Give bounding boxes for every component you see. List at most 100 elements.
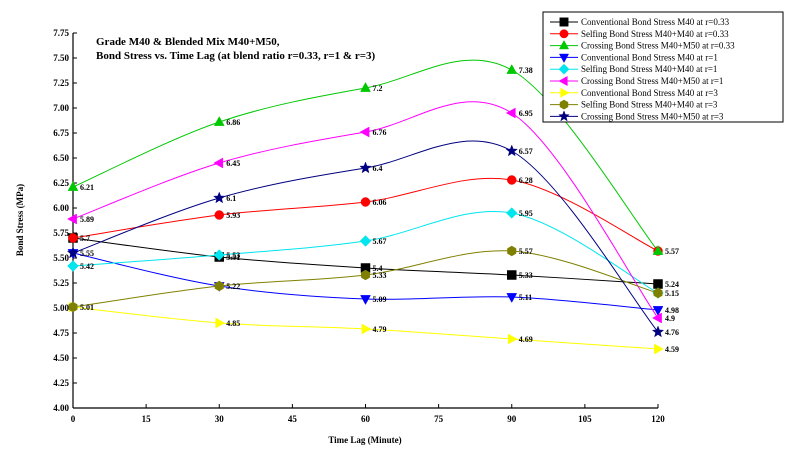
series-marker: [213, 191, 226, 204]
data-labels: 5.75.515.45.335.245.936.066.286.216.867.…: [80, 66, 679, 354]
series-marker: [360, 269, 371, 281]
data-label: 6.06: [373, 198, 387, 207]
data-label: 4.79: [373, 325, 387, 334]
legend-label: Crossing Bond Stress M40+M50 at r=3: [581, 111, 724, 121]
series-line: [72, 59, 659, 252]
series-marker: [213, 116, 225, 126]
y-ticks: 4.00 4.25 4.50 4.75 5.00 5.25 5.50 5.75 6.00 6.25…: [53, 28, 77, 413]
series-marker: [359, 235, 372, 247]
legend-marker: [559, 29, 569, 39]
data-label: 5.67: [373, 237, 387, 246]
x-tick-label: 15: [142, 414, 152, 424]
legend-marker: [559, 99, 569, 110]
data-label: 6.57: [519, 147, 533, 156]
series-marker: [654, 343, 664, 355]
series-marker: [505, 207, 518, 219]
data-label: 7.2: [373, 84, 383, 93]
series-line: [72, 101, 659, 319]
y-tick-label: 7.25: [53, 78, 69, 88]
chart-title-line-2: Bond Stress vs. Time Lag (at blend ratio…: [96, 50, 375, 62]
data-label: 5.55: [80, 249, 94, 258]
data-label: 4.76: [665, 328, 679, 337]
y-tick-label: 7.00: [53, 103, 69, 113]
y-tick-label: 6.50: [53, 153, 69, 163]
data-label: 5.4: [373, 264, 383, 273]
data-label: 5.09: [373, 295, 387, 304]
legend-marker: [558, 110, 570, 122]
series-marker: [652, 245, 664, 255]
data-label: 5.42: [80, 262, 94, 271]
data-label: 4.98: [665, 306, 679, 315]
series-marker: [507, 175, 517, 185]
legend-marker: [559, 17, 569, 27]
legend-label: Selfing Bond Stress M40+M40 at r=0.33: [581, 29, 729, 39]
series-markers: [66, 64, 665, 355]
series-marker: [213, 249, 226, 261]
series-marker: [505, 144, 518, 157]
legend-label: Conventional Bond Stress M40 at r=3: [581, 88, 718, 98]
legend-label: Crossing Bond Stress M40+M50 at r=0.33: [581, 41, 735, 51]
series-marker: [214, 280, 224, 292]
y-tick-label: 7.75: [53, 28, 69, 38]
series-marker: [360, 197, 371, 207]
data-label: 6.76: [373, 128, 387, 137]
data-label: 5.93: [226, 211, 240, 220]
data-label: 5.15: [665, 289, 679, 298]
data-label: 5.7: [80, 234, 90, 243]
series-marker: [359, 126, 370, 138]
data-label: 4.59: [665, 345, 679, 354]
y-tick-label: 4.00: [53, 403, 69, 413]
series-marker: [67, 260, 79, 272]
series-marker: [67, 213, 77, 225]
series-marker: [360, 295, 371, 305]
data-label: 5.22: [226, 282, 240, 291]
series-marker: [506, 293, 518, 303]
data-label: 6.86: [226, 118, 240, 127]
series-marker: [506, 64, 518, 74]
legend-label: Crossing Bond Stress M40+M50 at r=1: [581, 76, 723, 86]
y-tick-label: 4.25: [53, 378, 69, 388]
legend-label: Selfing Bond Stress M40+M40 at r=3: [581, 100, 718, 110]
x-tick-label: 45: [288, 414, 298, 424]
x-ticks: 0 15 30 45 60 75 90 105 120: [71, 404, 665, 424]
legend-marker: [558, 63, 570, 75]
y-tick-label: 7.50: [53, 53, 69, 63]
legend-box: [542, 11, 784, 123]
data-label: 5.01: [80, 303, 94, 312]
data-label: 4.85: [226, 319, 240, 328]
series-marker: [505, 107, 516, 119]
series-marker: [67, 181, 79, 191]
series-marker: [653, 279, 663, 289]
series-marker: [507, 333, 518, 345]
series-marker: [66, 246, 80, 259]
data-label: 5.57: [519, 247, 533, 256]
series-line: [72, 140, 659, 333]
x-axis-label: Time Lag (Minute): [328, 435, 401, 445]
x-tick-label: 120: [651, 414, 665, 424]
series-marker: [215, 317, 226, 329]
x-tick-label: 75: [434, 414, 444, 424]
x-tick-label: 30: [215, 414, 225, 424]
series-marker: [651, 325, 665, 338]
series-marker: [360, 82, 371, 92]
legend-marker: [558, 40, 570, 50]
data-label: 5.53: [226, 251, 240, 260]
y-tick-label: 6.25: [53, 178, 69, 188]
legend: Conventional Bond Stress M40 at r=0.33 Se…: [542, 11, 784, 123]
data-label: 5.89: [80, 215, 94, 224]
data-label: 6.28: [519, 176, 533, 185]
data-label: 5.33: [373, 271, 387, 280]
series-marker: [68, 233, 78, 243]
data-label: 6.45: [226, 159, 240, 168]
legend-label: Conventional Bond Stress M40 at r=0.33: [581, 17, 730, 27]
series-marker: [652, 312, 662, 324]
data-label: 6.21: [80, 183, 94, 192]
series-marker: [68, 301, 78, 313]
data-label: 7.38: [519, 66, 533, 75]
y-tick-label: 6.75: [53, 128, 69, 138]
y-tick-label: 5.75: [53, 228, 69, 238]
y-tick-label: 4.75: [53, 328, 69, 338]
series-marker: [214, 210, 224, 220]
legend-marker: [558, 53, 570, 63]
